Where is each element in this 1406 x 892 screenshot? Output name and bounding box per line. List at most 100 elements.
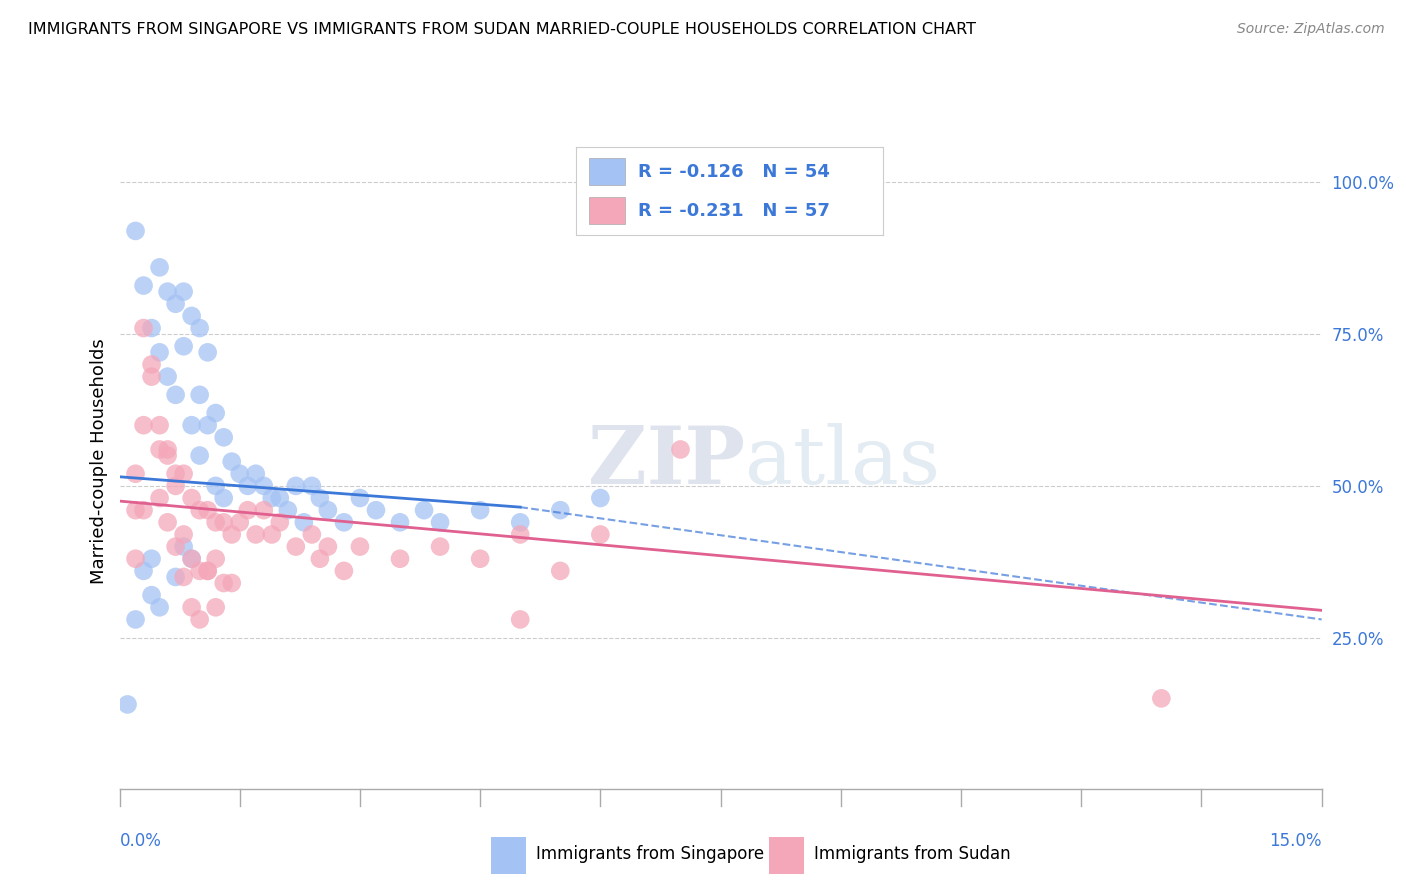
Point — [173, 570, 195, 584]
Point — [589, 491, 612, 505]
Point — [669, 442, 692, 457]
Point — [204, 479, 226, 493]
Point — [180, 418, 202, 433]
Point — [165, 479, 187, 493]
Point — [141, 321, 163, 335]
Point — [173, 285, 195, 299]
Point — [180, 600, 202, 615]
Text: atlas: atlas — [745, 423, 939, 500]
Point — [236, 479, 259, 493]
Point — [132, 278, 155, 293]
Point — [124, 503, 146, 517]
Point — [165, 467, 187, 481]
Point — [124, 224, 146, 238]
Point — [188, 449, 211, 463]
Bar — [589, 159, 626, 185]
Point — [212, 430, 235, 444]
Point — [141, 358, 163, 372]
Text: IMMIGRANTS FROM SINGAPORE VS IMMIGRANTS FROM SUDAN MARRIED-COUPLE HOUSEHOLDS COR: IMMIGRANTS FROM SINGAPORE VS IMMIGRANTS … — [28, 22, 976, 37]
Point — [228, 516, 252, 530]
Point — [509, 516, 531, 530]
Text: 15.0%: 15.0% — [1270, 832, 1322, 850]
Point — [221, 455, 243, 469]
Point — [165, 540, 187, 554]
Point — [260, 527, 283, 541]
Point — [180, 551, 202, 566]
Point — [550, 564, 572, 578]
Point — [197, 564, 219, 578]
Point — [204, 600, 226, 615]
Point — [301, 479, 323, 493]
Point — [188, 564, 211, 578]
Point — [236, 503, 259, 517]
Point — [316, 503, 339, 517]
Point — [429, 516, 451, 530]
Point — [204, 516, 226, 530]
Point — [253, 503, 276, 517]
Point — [333, 516, 356, 530]
Point — [468, 551, 492, 566]
Point — [141, 588, 163, 602]
Point — [468, 503, 492, 517]
Point — [509, 612, 531, 626]
Point — [284, 540, 307, 554]
Point — [284, 479, 307, 493]
Point — [349, 491, 371, 505]
Point — [388, 516, 412, 530]
Text: Immigrants from Singapore: Immigrants from Singapore — [536, 845, 763, 863]
Point — [349, 540, 371, 554]
Point — [149, 442, 172, 457]
Point — [124, 467, 146, 481]
Point — [117, 698, 139, 712]
Point — [132, 321, 155, 335]
Point — [124, 551, 146, 566]
Point — [149, 418, 172, 433]
Point — [316, 540, 339, 554]
Point — [149, 345, 172, 359]
Point — [253, 479, 276, 493]
Point — [165, 570, 187, 584]
Point — [269, 516, 291, 530]
Point — [173, 339, 195, 353]
Point — [173, 540, 195, 554]
Point — [204, 551, 226, 566]
Point — [149, 600, 172, 615]
Point — [212, 491, 235, 505]
Point — [156, 285, 179, 299]
Point — [309, 491, 332, 505]
Point — [141, 551, 163, 566]
Point — [429, 540, 451, 554]
Point — [221, 576, 243, 591]
Text: R = -0.126   N = 54: R = -0.126 N = 54 — [638, 162, 830, 181]
Point — [212, 516, 235, 530]
Point — [188, 612, 211, 626]
Point — [509, 527, 531, 541]
Point — [301, 527, 323, 541]
Point — [180, 491, 202, 505]
Point — [165, 388, 187, 402]
Point — [197, 564, 219, 578]
Point — [260, 491, 283, 505]
Point — [156, 369, 179, 384]
Point — [124, 612, 146, 626]
Point — [132, 503, 155, 517]
Point — [269, 491, 291, 505]
Point — [149, 260, 172, 275]
Text: Source: ZipAtlas.com: Source: ZipAtlas.com — [1237, 22, 1385, 37]
Point — [173, 527, 195, 541]
Bar — [769, 837, 804, 874]
Bar — [491, 837, 526, 874]
Point — [132, 564, 155, 578]
Point — [388, 551, 412, 566]
Point — [173, 467, 195, 481]
Point — [221, 527, 243, 541]
Point — [589, 527, 612, 541]
Point — [188, 321, 211, 335]
Point — [309, 551, 332, 566]
Text: Immigrants from Sudan: Immigrants from Sudan — [814, 845, 1011, 863]
Point — [132, 418, 155, 433]
Point — [165, 297, 187, 311]
Point — [364, 503, 387, 517]
Point — [1150, 691, 1173, 706]
Text: R = -0.231   N = 57: R = -0.231 N = 57 — [638, 202, 830, 219]
